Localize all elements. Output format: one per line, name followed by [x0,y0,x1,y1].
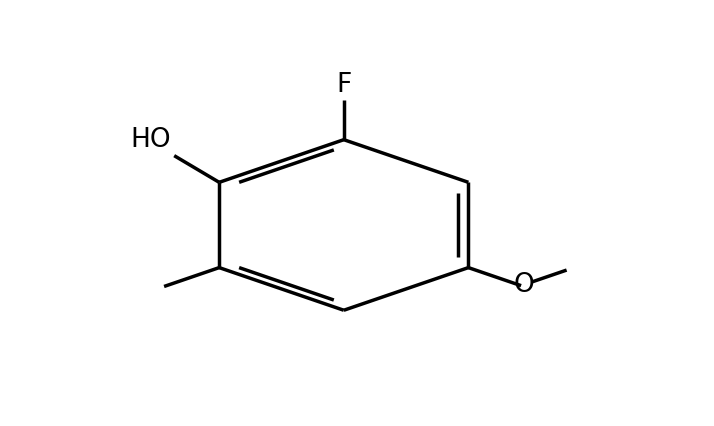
Text: HO: HO [131,127,171,153]
Text: O: O [513,272,534,298]
Text: F: F [336,72,351,98]
